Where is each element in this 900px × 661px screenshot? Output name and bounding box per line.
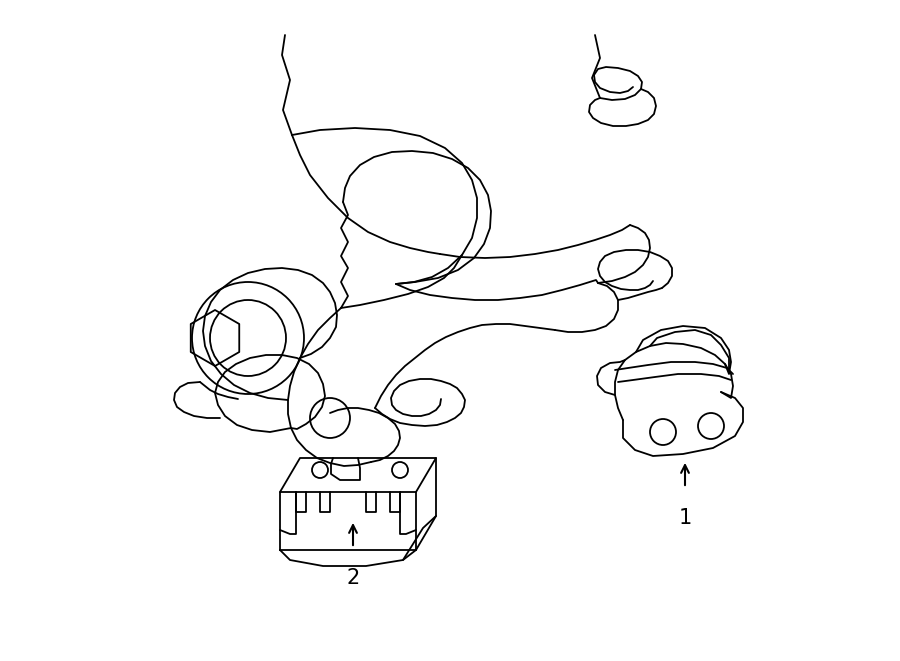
Text: 2: 2 — [346, 568, 360, 588]
Text: 1: 1 — [679, 508, 691, 528]
